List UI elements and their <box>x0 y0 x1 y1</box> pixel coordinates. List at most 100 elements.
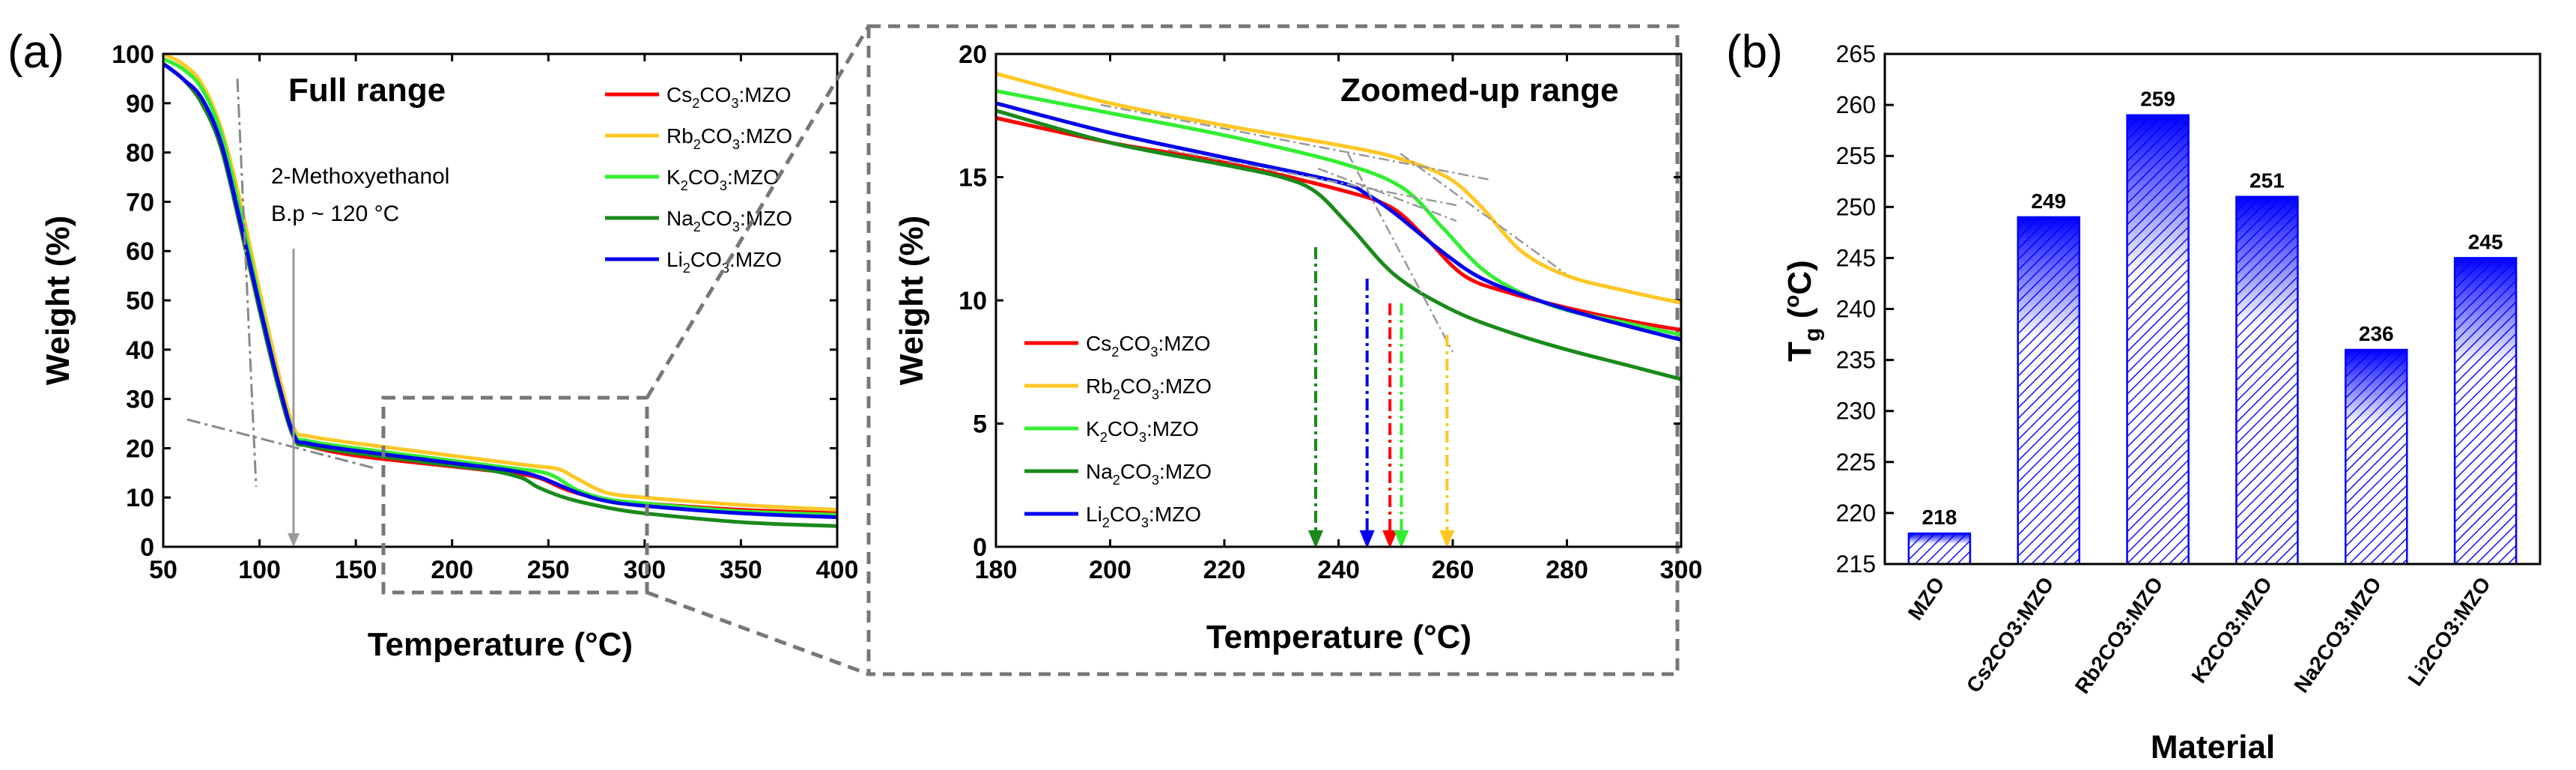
tg-value-label: 251 <box>2250 169 2285 192</box>
legend-entry: Cs2CO3:MZO <box>1086 332 1210 360</box>
full-range-axes-frame <box>162 52 839 548</box>
series-line-rb2co3-mzo <box>995 71 1682 305</box>
y-tick-label: 40 <box>126 336 154 365</box>
onset-marker-arrow <box>1359 530 1375 548</box>
series-line-cs2co3-mzo <box>995 116 1682 332</box>
zoom-region-box <box>381 395 649 595</box>
y-tick-label: 90 <box>126 90 154 118</box>
legend-entry: Rb2CO3:MZO <box>666 124 792 152</box>
tg-bar-shade <box>2345 349 2408 564</box>
tg-bar-chart: 215 220 225 230 235 240 245 250 255 260 265 218 249… <box>1780 40 2542 766</box>
tg-value-label: 259 <box>2140 88 2175 111</box>
tg-value-label: 249 <box>2031 190 2066 213</box>
x-tick-label: 240 <box>1317 556 1360 584</box>
y-tick-label: 225 <box>1836 449 1876 476</box>
annotation-boiling-point: B.p ~ 120 °C <box>271 201 399 226</box>
x-tick-label: 300 <box>1660 556 1703 584</box>
y-tick-label: 245 <box>1836 244 1876 271</box>
y-tick-label: 5 <box>973 410 987 439</box>
y-tick-label: 230 <box>1836 398 1876 425</box>
x-tick-label: 50 <box>149 556 177 584</box>
zoomed-axes-frame <box>994 52 1683 548</box>
tg-bar-shade <box>2236 196 2298 564</box>
y-tick-label: 30 <box>126 386 154 414</box>
y-tick-label: 20 <box>959 40 987 69</box>
series-line-rb2co3-mzo <box>162 52 838 512</box>
onset-marker-arrow <box>1439 530 1455 548</box>
x-tick-label: 220 <box>1203 556 1246 584</box>
y-tick-label: 235 <box>1836 347 1876 374</box>
y-tick-label: 50 <box>126 287 154 315</box>
tg-category-label: Na2CO3:MZO <box>2289 573 2386 697</box>
x-tick-label: 300 <box>623 556 666 584</box>
tg-category-label: MZO <box>1904 573 1949 625</box>
tg-value-label: 245 <box>2468 230 2503 253</box>
legend-entry: Rb2CO3:MZO <box>1086 375 1212 402</box>
tg-xlabel: Material <box>2151 729 2275 766</box>
x-tick-label: 100 <box>238 556 281 584</box>
tg-ylabel: Tg (oC) <box>1780 260 1825 362</box>
tg-category-label: K2CO3:MZO <box>2187 573 2276 688</box>
x-tick-label: 280 <box>1546 556 1588 584</box>
zoomed-range-plot: 180 200 220 240 260 280 300 0 5 10 15 20 Zoomed-up … <box>893 40 1702 655</box>
y-tick-label: 10 <box>959 287 987 315</box>
y-tick-label: 220 <box>1836 500 1876 527</box>
zoomed-xlabel: Temperature (°C) <box>1206 619 1471 655</box>
y-tick-label: 265 <box>1836 40 1876 67</box>
y-tick-label: 250 <box>1836 193 1876 220</box>
full-range-title: Full range <box>288 72 446 109</box>
y-tick-label: 60 <box>126 237 154 266</box>
y-tick-label: 255 <box>1836 142 1876 169</box>
tg-value-label: 236 <box>2359 322 2394 345</box>
zoomed-legend: Cs2CO3:MZO Rb2CO3:MZO K2CO3:MZO Na2CO3:MZO L… <box>1024 332 1212 530</box>
panel-b-label: (b) <box>1726 26 1783 78</box>
x-tick-label: 150 <box>335 556 377 584</box>
y-tick-label: 215 <box>1836 551 1876 578</box>
tg-bar-shade <box>1908 533 1970 564</box>
y-tick-label: 80 <box>126 139 154 168</box>
y-tick-label: 70 <box>126 188 154 216</box>
legend-entry: Na2CO3:MZO <box>1086 460 1212 488</box>
tg-category-label: Rb2CO3:MZO <box>2071 573 2168 698</box>
zoomed-ylabel: Weight (%) <box>893 216 930 386</box>
legend-entry: Li2CO3:MZO <box>666 248 782 276</box>
onset-marker-arrow <box>1308 530 1323 548</box>
onset-marker-arrow <box>1382 530 1398 548</box>
x-tick-label: 200 <box>431 556 473 584</box>
x-tick-label: 350 <box>720 556 762 584</box>
tg-category-label: Cs2CO3:MZO <box>1962 573 2059 697</box>
legend-entry: Na2CO3:MZO <box>666 207 792 234</box>
full-range-ylabel: Weight (%) <box>40 216 76 386</box>
x-tick-label: 400 <box>816 556 859 584</box>
y-tick-label: 10 <box>126 484 154 512</box>
tg-axes-frame <box>1883 52 2542 566</box>
series-line-li2co3-mzo <box>995 101 1682 342</box>
series-line-li2co3-mzo <box>162 62 838 519</box>
legend-entry: K2CO3:MZO <box>666 166 780 193</box>
x-tick-label: 260 <box>1432 556 1474 584</box>
series-line-k2co3-mzo <box>162 57 838 517</box>
legend-entry: Li2CO3:MZO <box>1086 503 1201 530</box>
zoomed-title: Zoomed-up range <box>1340 72 1619 109</box>
y-tick-label: 0 <box>140 533 154 562</box>
legend-entry: K2CO3:MZO <box>1086 417 1199 445</box>
series-line-na2co3-mzo <box>162 62 838 528</box>
y-tick-label: 240 <box>1836 296 1876 323</box>
x-tick-label: 200 <box>1089 556 1131 584</box>
onset-marker-arrow <box>1394 530 1409 548</box>
y-tick-label: 15 <box>959 164 987 192</box>
series-line-cs2co3-mzo <box>162 62 838 515</box>
y-tick-label: 100 <box>112 40 154 69</box>
panel-a-label: (a) <box>7 26 64 78</box>
tangent-guide-lines <box>186 78 375 547</box>
tg-bar-shade <box>2455 258 2517 564</box>
y-tick-label: 260 <box>1836 91 1876 118</box>
tg-value-label: 218 <box>1922 506 1957 529</box>
tg-bar-shade <box>2017 216 2080 564</box>
y-tick-label: 0 <box>973 533 987 562</box>
x-tick-label: 180 <box>975 556 1018 584</box>
zoom-connector-lines <box>645 24 1680 676</box>
tg-category-label: Li2CO3:MZO <box>2403 573 2495 691</box>
full-range-legend: Cs2CO3:MZO Rb2CO3:MZO K2CO3:MZO Na2CO3:MZO L… <box>605 83 792 276</box>
